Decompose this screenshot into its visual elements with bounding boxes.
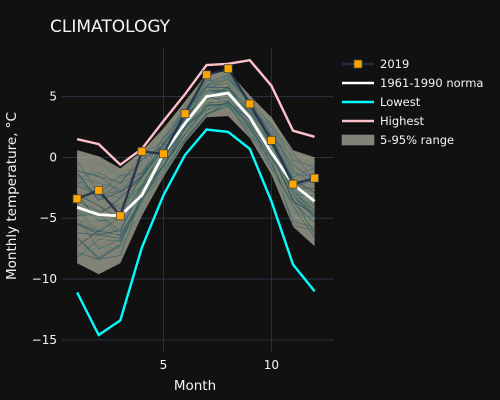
y-tick-label: 0 xyxy=(49,150,57,164)
point-2019 xyxy=(180,109,190,119)
history-line xyxy=(76,77,315,189)
x-tick-label: 10 xyxy=(264,358,279,372)
x-axis-label: Month xyxy=(174,378,216,394)
legend-label: 5-95% range xyxy=(380,133,454,147)
history-line xyxy=(76,104,315,228)
x-tick-label: 5 xyxy=(160,358,168,372)
legend-label: Highest xyxy=(380,114,424,128)
point-2019 xyxy=(94,185,104,195)
legend-swatch-range xyxy=(341,134,375,146)
legend-swatch-2019 xyxy=(353,59,363,69)
legend: 2019 1961-1990 norma Lowest Highest 5-95% ra… xyxy=(341,57,483,147)
point-2019 xyxy=(159,149,168,159)
point-2019 xyxy=(72,194,82,204)
legend-label: 2019 xyxy=(380,57,409,71)
point-2019 xyxy=(202,70,212,80)
y-tick-label: 5 xyxy=(49,90,57,104)
y-tick-label: −10 xyxy=(32,272,57,286)
history-line xyxy=(76,106,315,259)
axis-ticks: 5 10 −15 −10 −5 0 5 xyxy=(32,90,279,372)
legend-label: 1961-1990 norma xyxy=(380,76,483,90)
history-line xyxy=(77,101,315,239)
series-line-lowest xyxy=(76,128,316,337)
point-2019 xyxy=(115,211,125,221)
history-line xyxy=(76,76,315,199)
history-line xyxy=(76,87,315,219)
point-2019 xyxy=(266,136,276,145)
plot-area xyxy=(72,58,319,337)
y-axis-label: Monthly temperature, °C xyxy=(4,112,20,280)
point-2019 xyxy=(310,173,319,183)
y-tick-label: −5 xyxy=(39,211,57,225)
history-line xyxy=(76,73,315,195)
chart-title: CLIMATOLOGY xyxy=(50,17,171,37)
y-tick-label: −15 xyxy=(32,333,57,347)
series-line-highest xyxy=(76,58,315,167)
legend-label: Lowest xyxy=(380,95,421,109)
point-2019 xyxy=(288,179,298,189)
point-2019 xyxy=(223,64,233,74)
point-2019 xyxy=(137,146,147,156)
point-2019 xyxy=(245,99,255,109)
